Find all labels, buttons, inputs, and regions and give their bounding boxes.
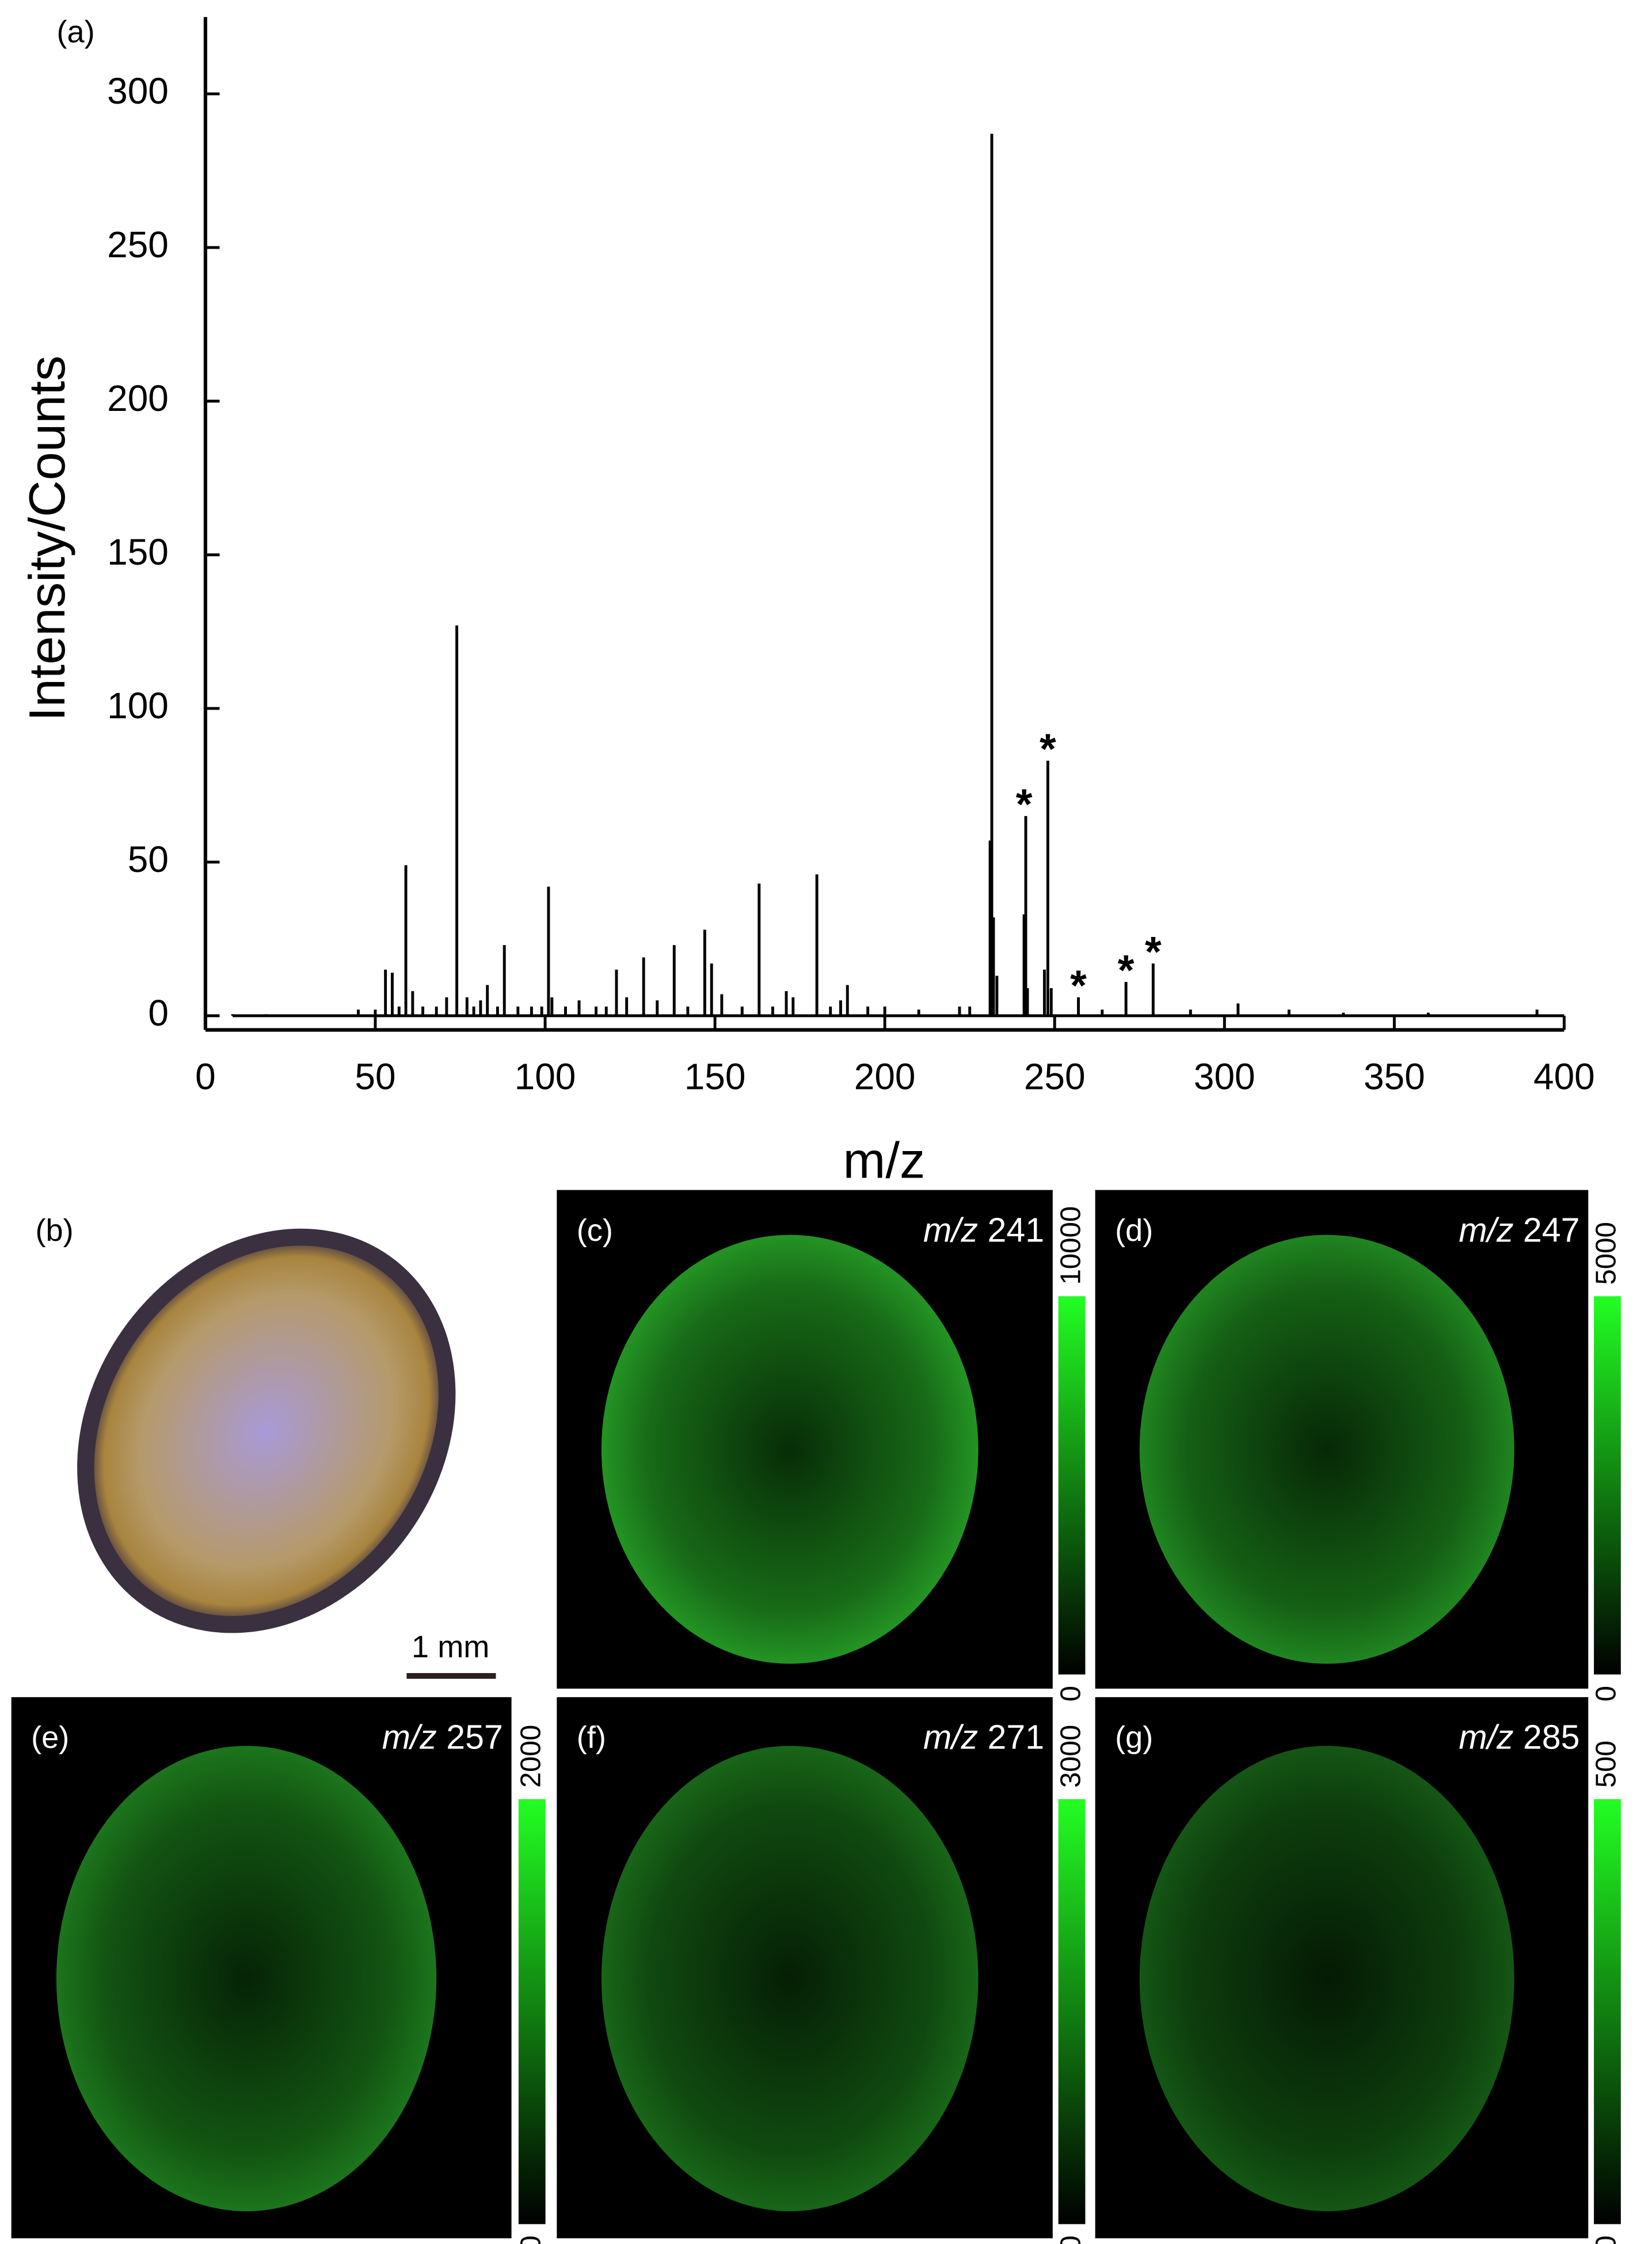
- x-axis-label: m/z: [843, 1132, 926, 1189]
- x-tick-label: 300: [1194, 1056, 1255, 1098]
- y-tick-label: 50: [128, 839, 169, 880]
- tissue-photo: [77, 1228, 456, 1633]
- mz-label: m/z 271: [923, 1718, 1044, 1756]
- mz-value: 257: [446, 1718, 503, 1756]
- panel-label: (d): [1115, 1213, 1153, 1248]
- x-tick-label: 250: [1024, 1056, 1086, 1098]
- colorbar: [1594, 1799, 1621, 2224]
- panel-label: (c): [577, 1213, 613, 1248]
- colorbar-tick-label: 10000: [1055, 1206, 1086, 1285]
- scale-bar-label: 1 mm: [412, 1629, 489, 1664]
- colorbar-tick-label: 5000: [1590, 1222, 1622, 1285]
- panel-label: (e): [31, 1720, 69, 1755]
- colorbar-tick-label: 0: [1590, 1686, 1622, 1701]
- peak-annotation: *: [1016, 780, 1033, 828]
- ion-distribution: [1139, 1235, 1514, 1664]
- peak-annotation: *: [1070, 962, 1087, 1009]
- mz-label: m/z 285: [1459, 1718, 1579, 1756]
- colorbar: [518, 1799, 546, 2224]
- y-axis-label: Intensity/Counts: [18, 356, 75, 721]
- colorbar-tick-label: 500: [1590, 1740, 1622, 1788]
- ion-distribution: [1139, 1746, 1514, 2212]
- x-tick-label: 100: [515, 1056, 576, 1098]
- colorbar-tick-label: 0: [1590, 2235, 1622, 2244]
- x-tick-label: 50: [355, 1056, 395, 1098]
- panel-label: (a): [56, 14, 94, 49]
- colorbar: [1594, 1296, 1621, 1675]
- x-tick-label: 0: [195, 1056, 216, 1098]
- x-tick-label: 200: [854, 1056, 916, 1098]
- y-tick-label: 150: [107, 531, 169, 573]
- peak-annotation: *: [1118, 946, 1135, 994]
- y-tick-label: 200: [107, 378, 169, 419]
- colorbar-tick-label: 0: [515, 2235, 546, 2244]
- colorbar-tick-label: 2000: [515, 1725, 546, 1788]
- ion-distribution: [56, 1746, 437, 2212]
- colorbar-tick-label: 0: [1055, 1686, 1086, 1701]
- mz-prefix: m/z: [923, 1211, 978, 1249]
- mz-value: 247: [1523, 1211, 1580, 1249]
- mz-prefix: m/z: [923, 1718, 978, 1756]
- x-tick-label: 400: [1533, 1056, 1595, 1098]
- mz-value: 285: [1523, 1718, 1580, 1756]
- x-tick-label: 350: [1364, 1056, 1425, 1098]
- mz-label: m/z 257: [382, 1718, 503, 1756]
- mz-prefix: m/z: [382, 1718, 437, 1756]
- panel-label: (f): [577, 1720, 606, 1755]
- y-tick-label: 300: [107, 70, 169, 112]
- mz-value: 271: [988, 1718, 1045, 1756]
- peak-annotation: *: [1145, 928, 1162, 976]
- peak-annotation: *: [1040, 725, 1056, 772]
- mz-prefix: m/z: [1459, 1718, 1513, 1756]
- colorbar: [1058, 1799, 1086, 2224]
- y-tick-label: 0: [148, 992, 169, 1034]
- y-tick-label: 250: [107, 224, 169, 265]
- ion-distribution: [601, 1746, 979, 2212]
- colorbar: [1058, 1296, 1086, 1675]
- mz-prefix: m/z: [1459, 1211, 1513, 1249]
- colorbar-tick-label: 3000: [1055, 1725, 1086, 1788]
- x-tick-label: 150: [684, 1056, 746, 1098]
- panel-label: (b): [36, 1213, 74, 1248]
- y-tick-label: 100: [107, 685, 169, 726]
- panel-label: (g): [1115, 1720, 1153, 1755]
- mz-label: m/z 247: [1459, 1211, 1579, 1249]
- colorbar-tick-label: 0: [1055, 2235, 1086, 2244]
- mz-value: 241: [988, 1211, 1045, 1249]
- ion-distribution: [601, 1235, 979, 1664]
- mz-label: m/z 241: [923, 1211, 1044, 1249]
